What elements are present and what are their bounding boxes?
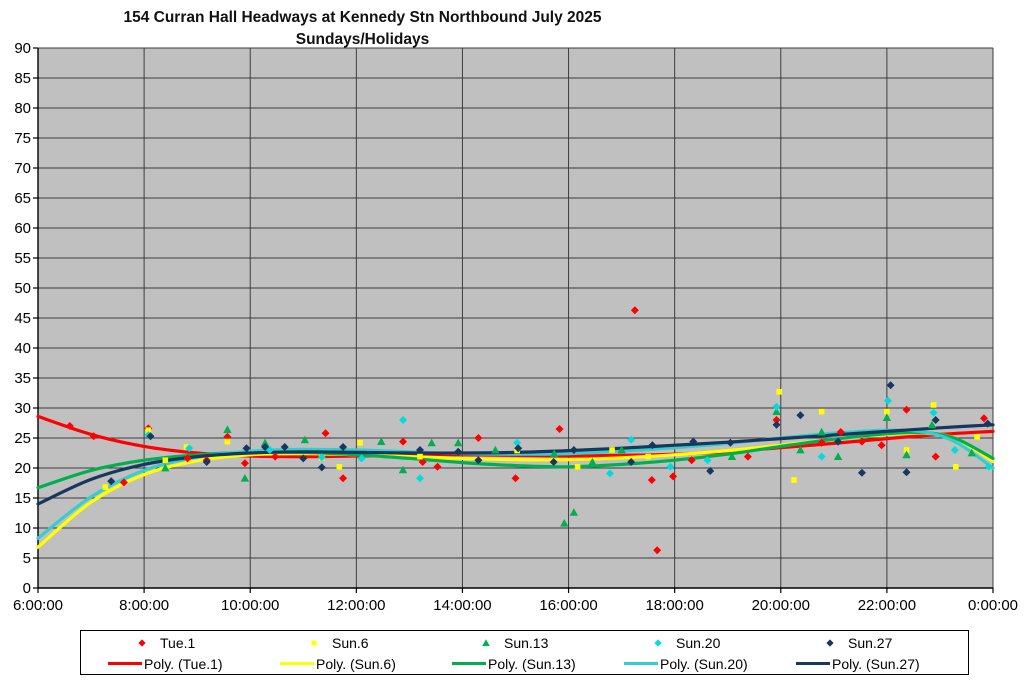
legend-entry-Sun.6: Sun.6 [280, 632, 452, 653]
x-tick-label: 16:00:00 [539, 597, 597, 614]
x-tick-label: 0:00:00 [968, 597, 1018, 614]
x-tick-label: 12:00:00 [327, 597, 385, 614]
legend-series-label: Sun.6 [332, 634, 369, 651]
legend-trend-label: Poly. (Sun.6) [316, 655, 396, 672]
trend-line-Sun.13 [36, 430, 995, 490]
legend-trend-entry-Tue.1: Poly. (Tue.1) [108, 653, 280, 674]
y-tick-label: 5 [23, 550, 31, 567]
legend-series-label: Sun.27 [848, 634, 893, 651]
series-points-Tue.1 [65, 306, 988, 555]
legend-entry-Sun.20: Sun.20 [624, 632, 796, 653]
y-tick-label: 35 [14, 370, 31, 387]
y-tick-label: 45 [14, 310, 31, 327]
chart-title-line1: 154 Curran Hall Headways at Kennedy Stn … [123, 9, 602, 26]
x-tick-label: 10:00:00 [221, 597, 279, 614]
chart-legend: Tue.1 Sun.6 Sun.13 Sun.20 Sun.27 Poly. (Tue.1… [80, 630, 969, 675]
x-tick-label: 18:00:00 [645, 597, 703, 614]
triangle-marker-icon [482, 638, 490, 646]
y-tick-label: 20 [14, 460, 31, 477]
trend-line-swatch-icon [796, 662, 830, 665]
legend-series-label: Sun.20 [676, 634, 721, 651]
legend-trend-entry-Sun.27: Poly. (Sun.27) [796, 653, 968, 674]
series-points-Sun.13 [161, 407, 976, 527]
y-tick-label: 50 [14, 280, 31, 297]
legend-trend-entry-Sun.6: Poly. (Sun.6) [280, 653, 452, 674]
x-tick-label: 14:00:00 [433, 597, 491, 614]
x-tick-label: 20:00:00 [752, 597, 810, 614]
chart-title: 154 Curran Hall Headways at Kennedy Stn … [100, 7, 625, 51]
square-marker-icon [311, 639, 317, 646]
x-tick-label: 22:00:00 [858, 597, 916, 614]
y-tick-label: 40 [14, 340, 31, 357]
y-tick-label: 80 [14, 100, 31, 117]
plot-area: 0 5 10 15 20 25 30 35 40 45 50 55 60 65 70 75 80 85 90 6:00… [13, 40, 1018, 614]
y-tick-label: 60 [14, 220, 31, 237]
legend-series-label: Tue.1 [160, 634, 196, 651]
y-tick-label: 70 [14, 160, 31, 177]
diamond-marker-icon [654, 638, 662, 647]
y-tick-label: 65 [14, 190, 31, 207]
y-tick-label: 90 [14, 40, 31, 57]
trend-line-swatch-icon [280, 662, 314, 665]
y-tick-label: 25 [14, 430, 31, 447]
diamond-marker-icon [138, 638, 146, 647]
legend-series-label: Sun.13 [504, 634, 549, 651]
y-tick-label: 30 [14, 400, 31, 417]
y-tick-label: 0 [23, 580, 31, 597]
legend-entry-Sun.27: Sun.27 [796, 632, 968, 653]
legend-trend-entry-Sun.20: Poly. (Sun.20) [624, 653, 796, 674]
legend-trend-label: Poly. (Sun.20) [660, 655, 748, 672]
legend-trend-entry-Sun.13: Poly. (Sun.13) [452, 653, 624, 674]
y-tick-label: 75 [14, 130, 31, 147]
legend-entry-Tue.1: Tue.1 [108, 632, 280, 653]
legend-trend-label: Poly. (Sun.13) [488, 655, 576, 672]
series-points-Sun.27 [107, 381, 992, 486]
trend-line-swatch-icon [624, 662, 658, 665]
diamond-marker-icon [826, 638, 834, 647]
x-tick-label: 6:00:00 [13, 597, 63, 614]
x-tick-label: 8:00:00 [119, 597, 169, 614]
legend-trend-label: Poly. (Tue.1) [144, 655, 223, 672]
trend-line-swatch-icon [452, 662, 486, 665]
y-tick-label: 10 [14, 520, 31, 537]
y-tick-label: 15 [14, 490, 31, 507]
legend-trend-label: Poly. (Sun.27) [832, 655, 920, 672]
y-tick-label: 55 [14, 250, 31, 267]
chart-title-line2: Sundays/Holidays [295, 31, 430, 48]
series-points-Sun.20 [144, 396, 993, 483]
trend-line-swatch-icon [108, 662, 142, 665]
legend-entry-Sun.13: Sun.13 [452, 632, 624, 653]
y-tick-label: 85 [14, 70, 31, 87]
